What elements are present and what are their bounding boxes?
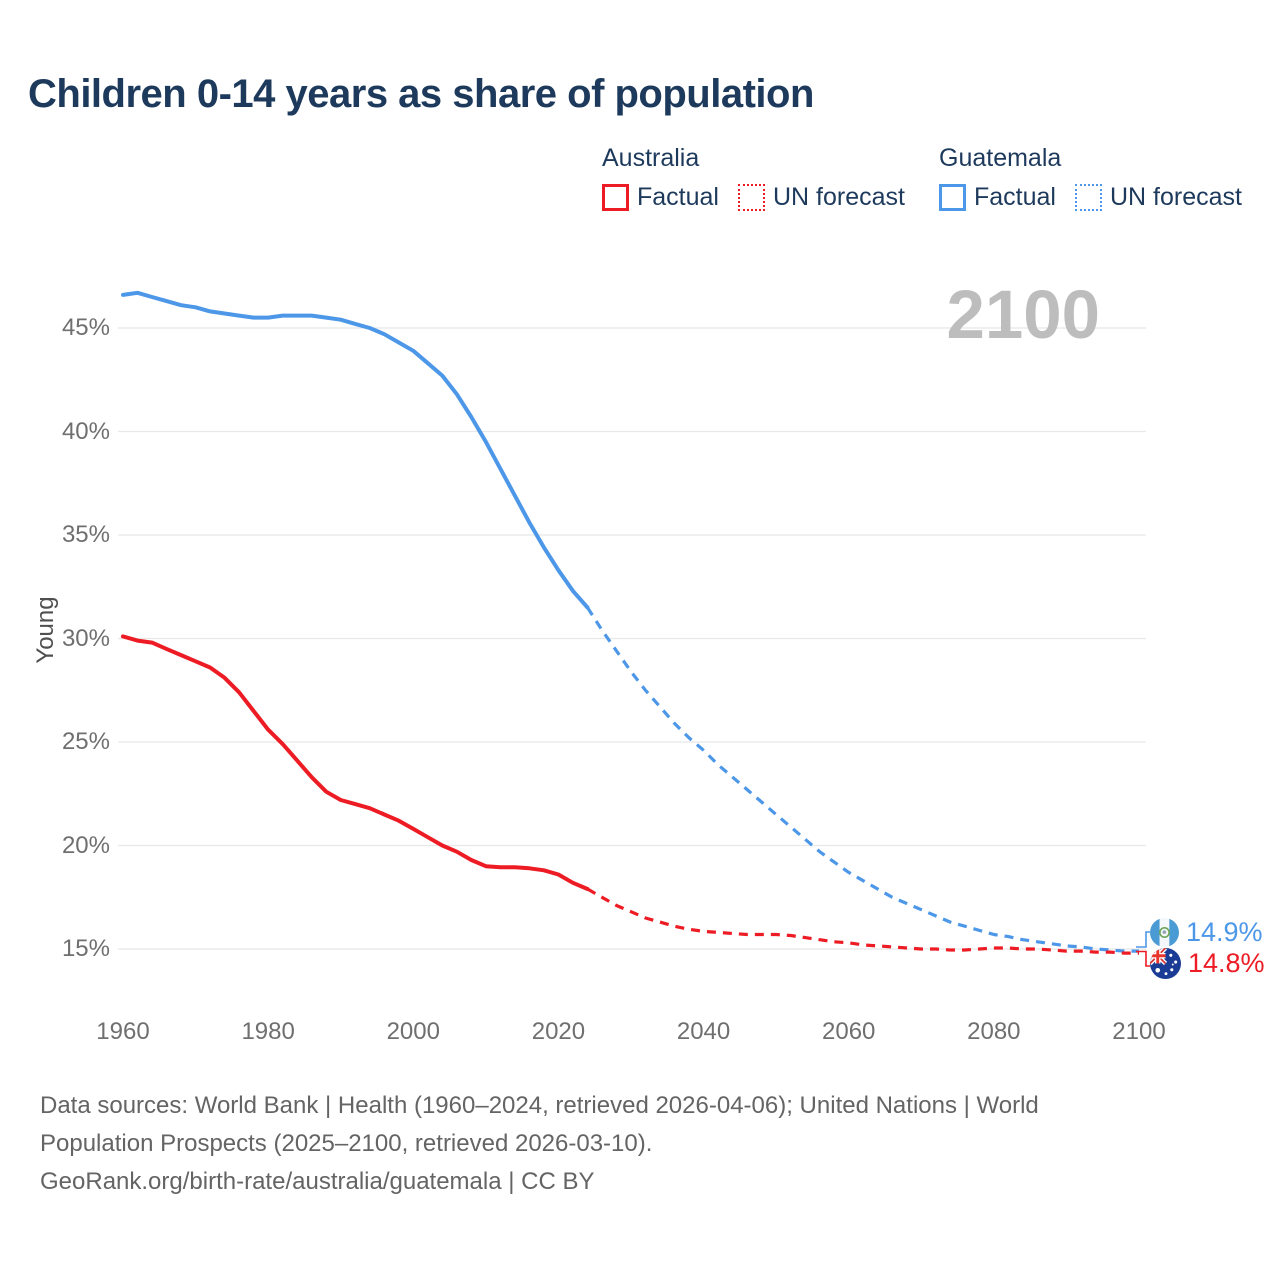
x-tick-label: 2000 [386, 1018, 440, 1045]
x-tick-label: 2040 [676, 1018, 731, 1045]
y-tick-label: 30% [61, 624, 110, 652]
australia-flag-icon [1150, 948, 1181, 979]
legend-item-guatemala-forecast[interactable]: UN forecast [1074, 183, 1242, 212]
legend-item-australia-forecast[interactable]: UN forecast [737, 183, 905, 212]
australia-forecast-line [586, 887, 1139, 955]
y-tick-label: 25% [61, 728, 110, 755]
end-value-guatemala: 14.9% [1186, 917, 1263, 947]
legend-item-label: Factual [974, 183, 1056, 211]
x-tick-label: 2020 [531, 1018, 586, 1045]
legend-row-guatemala: Factual UN forecast [939, 183, 1242, 212]
australia-connector [1136, 950, 1150, 967]
australia-factual-line [121, 634, 590, 891]
end-value-australia: 14.8% [1188, 948, 1265, 978]
y-tick-label: 45% [61, 314, 110, 341]
legend-item-australia-factual[interactable]: Factual [602, 183, 719, 212]
x-tick-label: 2060 [822, 1018, 876, 1045]
y-tick-label: 35% [61, 521, 110, 548]
x-tick-label: 1980 [241, 1018, 295, 1045]
legend-row-australia: Factual UN forecast [602, 183, 905, 212]
legend-item-label: UN forecast [1109, 183, 1242, 211]
y-tick-label: 15% [61, 935, 110, 962]
y-tick-label: 40% [61, 417, 110, 445]
legend-group-australia: Australia Factual UN forecast [602, 144, 905, 212]
forecast-swatch-icon[interactable] [737, 184, 765, 211]
series-layer [121, 290, 1150, 967]
y-tick-label: 20% [61, 831, 110, 859]
legend-item-label: UN forecast [772, 183, 905, 211]
factual-swatch-icon[interactable] [939, 184, 966, 211]
data-sources-text: Data sources: World Bank | Health (1960–… [40, 1092, 1039, 1157]
end-label-guatemala: 14.9% [1150, 917, 1263, 948]
footer: Data sources: World Bank | Health (1960–… [40, 1087, 1140, 1201]
legend-group-guatemala: Guatemala Factual UN forecast [939, 144, 1242, 212]
legend-country-australia: Australia [602, 144, 700, 172]
legend-item-guatemala-factual[interactable]: Factual [939, 183, 1056, 212]
guatemala-factual-line [121, 290, 590, 610]
legend-country-guatemala: Guatemala [939, 144, 1062, 172]
x-tick-label: 1960 [96, 1018, 150, 1045]
factual-swatch-icon[interactable] [602, 184, 629, 211]
legend-item-label: Factual [637, 183, 719, 211]
guatemala-forecast-line [586, 606, 1139, 953]
x-tick-label: 2100 [1112, 1018, 1166, 1045]
guatemala-connector [1136, 931, 1150, 948]
gridlines-layer [118, 327, 1146, 950]
forecast-swatch-icon[interactable] [1074, 184, 1102, 211]
guatemala-flag-icon [1150, 918, 1179, 947]
attribution-text: GeoRank.org/birth-rate/australia/guatema… [40, 1168, 595, 1195]
end-label-australia: 14.8% [1150, 948, 1265, 979]
page-title: Children 0-14 years as share of populati… [28, 72, 814, 116]
x-tick-label: 2080 [967, 1018, 1021, 1045]
year-watermark: 2100 [947, 276, 1101, 353]
